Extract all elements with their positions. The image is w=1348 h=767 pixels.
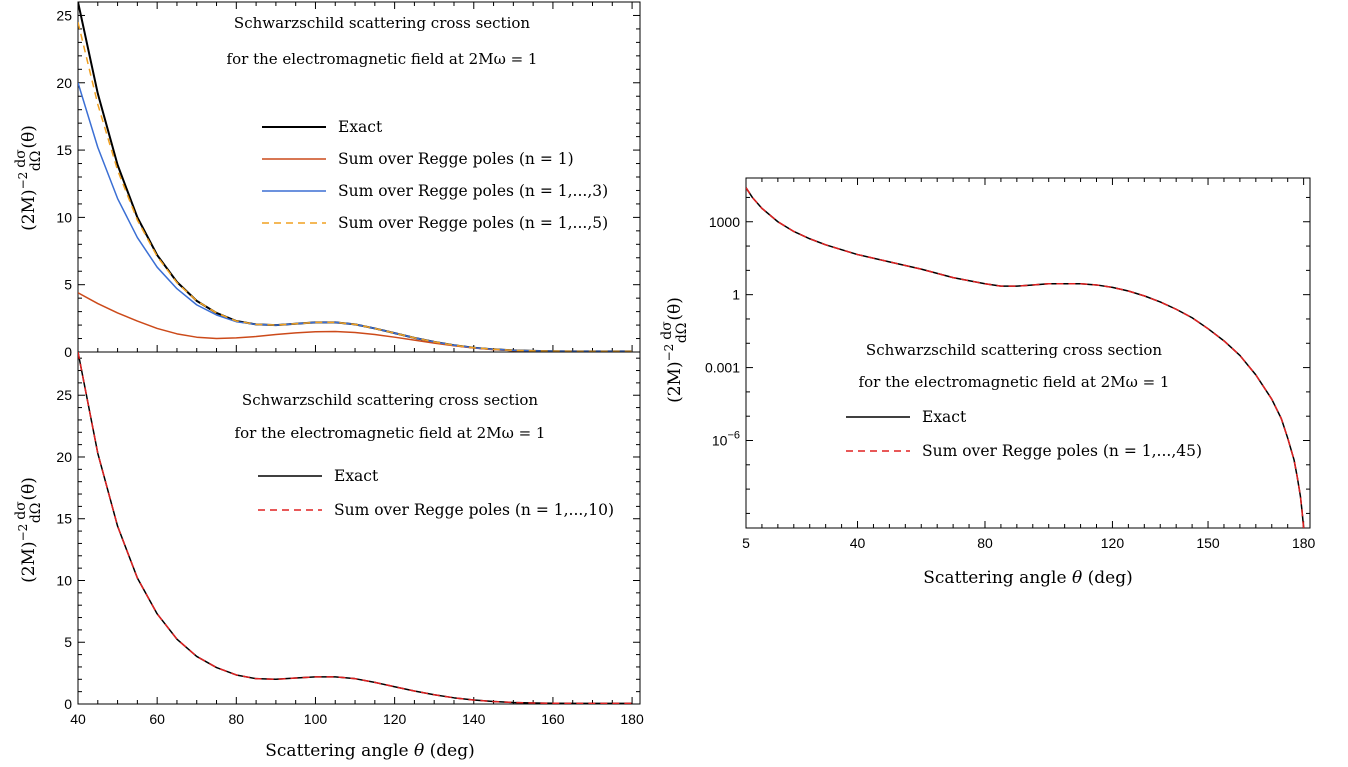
y-axis-label: (2M)−2 dσdΩ(θ): [13, 125, 44, 231]
x-tick-label: 5: [742, 535, 750, 551]
y-label-prefix: (2M): [19, 541, 39, 583]
y-label-denominator: dΩ: [28, 151, 44, 172]
x-label-symbol: θ: [414, 741, 424, 761]
y-label-prefix: (2M): [19, 189, 39, 231]
x-axis-label: Scattering angle θ (deg): [923, 568, 1132, 588]
y-tick-label: 10−6: [712, 430, 740, 449]
y-label-denominator: dΩ: [674, 323, 690, 344]
y-label-prefix: (2M): [665, 361, 685, 403]
x-label-prefix: Scattering angle: [265, 741, 414, 761]
y-label-suffix: (θ): [19, 477, 39, 501]
x-tick-label: 180: [620, 711, 644, 727]
x-tick-label: 100: [304, 711, 328, 727]
legend-label: Exact: [334, 467, 379, 485]
y-tick-label: 0.001: [705, 360, 740, 376]
legend-label: Sum over Regge poles (n = 1,...,45): [922, 442, 1202, 460]
y-tick-base: 1: [732, 287, 740, 303]
plot-frame: [745, 177, 1311, 529]
y-tick-base: 1000: [709, 214, 740, 230]
x-tick-label: 80: [229, 711, 245, 727]
series-line: [78, 292, 633, 352]
y-label-exponent: −2: [662, 344, 676, 362]
plot-frame: [77, 351, 641, 705]
y-label-numerator: dσ: [13, 149, 29, 168]
legend-label: Sum over Regge poles (n = 1,...,5): [338, 214, 608, 232]
y-tick-exponent: −6: [727, 430, 740, 442]
y-tick-label: 5: [64, 634, 72, 650]
y-tick-label: 10: [56, 209, 72, 225]
annotation-line-2: for the electromagnetic field at 2Mω = 1: [859, 373, 1170, 391]
x-tick-label: 140: [462, 711, 486, 727]
annotation-line-1: Schwarzschild scattering cross section: [866, 341, 1162, 359]
y-label-suffix: (θ): [665, 297, 685, 321]
y-axis-label: (2M)−2 dσdΩ(θ): [659, 297, 690, 403]
series-group: [78, 352, 633, 704]
series-group: [78, 2, 633, 352]
chart-top-panel: 0 5 10 15 20 25 Schwarzschild scattering cross…: [13, 1, 641, 360]
x-tick-label: 180: [1292, 535, 1316, 551]
y-axis-label: (2M)−2 dσdΩ(θ): [13, 477, 44, 583]
y-tick-label: 20: [56, 75, 72, 91]
y-tick-label: 20: [56, 449, 72, 465]
y-tick-base: 0.001: [705, 360, 740, 376]
x-label-symbol: θ: [1072, 568, 1082, 588]
x-label-prefix: Scattering angle: [923, 568, 1072, 588]
x-label-suffix: (deg): [1082, 568, 1133, 588]
legend-label: Exact: [922, 408, 967, 426]
y-tick-label: 10: [56, 572, 72, 588]
annotation-line-2: for the electromagnetic field at 2Mω = 1: [227, 50, 538, 68]
legend-label: Exact: [338, 118, 383, 136]
y-label-denominator: dΩ: [28, 503, 44, 524]
x-tick-label: 120: [383, 711, 407, 727]
x-tick-label: 40: [850, 535, 866, 551]
series-line: [78, 22, 633, 352]
y-tick-label: 1000: [709, 214, 740, 230]
series-group: [746, 187, 1305, 528]
annotation-line-1: Schwarzschild scattering cross section: [242, 391, 538, 409]
y-tick-label: 25: [56, 387, 72, 403]
annotation-line-1: Schwarzschild scattering cross section: [234, 14, 530, 32]
series-line: [746, 187, 1305, 528]
y-label-exponent: −2: [16, 172, 30, 190]
y-tick-label: 0: [64, 696, 72, 712]
y-tick-label: 0: [64, 344, 72, 360]
y-tick-label: 25: [56, 7, 72, 23]
x-tick-label: 150: [1196, 535, 1220, 551]
y-tick-label: 15: [56, 142, 72, 158]
legend-label: Sum over Regge poles (n = 1,...,10): [334, 501, 614, 519]
y-label-numerator: dσ: [659, 321, 675, 340]
legend-label: Sum over Regge poles (n = 1,...,3): [338, 182, 608, 200]
y-label-suffix: (θ): [19, 125, 39, 149]
x-tick-label: 80: [977, 535, 993, 551]
x-tick-label: 40: [70, 711, 86, 727]
annotation-line-2: for the electromagnetic field at 2Mω = 1: [235, 424, 546, 442]
legend-label: Sum over Regge poles (n = 1): [338, 150, 574, 168]
y-label-exponent: −2: [16, 524, 30, 542]
y-tick-label: 1: [732, 287, 740, 303]
chart-bottom-panel: 40 60 80 100 120 140 160 180 0 5 10 15 20 25 Schwarzsc…: [13, 351, 644, 761]
y-tick-base: 10: [712, 433, 728, 449]
x-axis-label: Scattering angle θ (deg): [265, 741, 474, 761]
x-tick-label: 60: [149, 711, 165, 727]
chart-right-panel: 5 40 80 120 150 180 1000 1 0.001 10−6 Schwarzschil…: [659, 177, 1316, 588]
x-tick-label: 160: [541, 711, 565, 727]
y-tick-label: 5: [64, 277, 72, 293]
x-tick-label: 120: [1101, 535, 1125, 551]
y-label-numerator: dσ: [13, 501, 29, 520]
y-tick-label: 15: [56, 511, 72, 527]
series-line: [78, 352, 633, 704]
x-label-suffix: (deg): [424, 741, 475, 761]
